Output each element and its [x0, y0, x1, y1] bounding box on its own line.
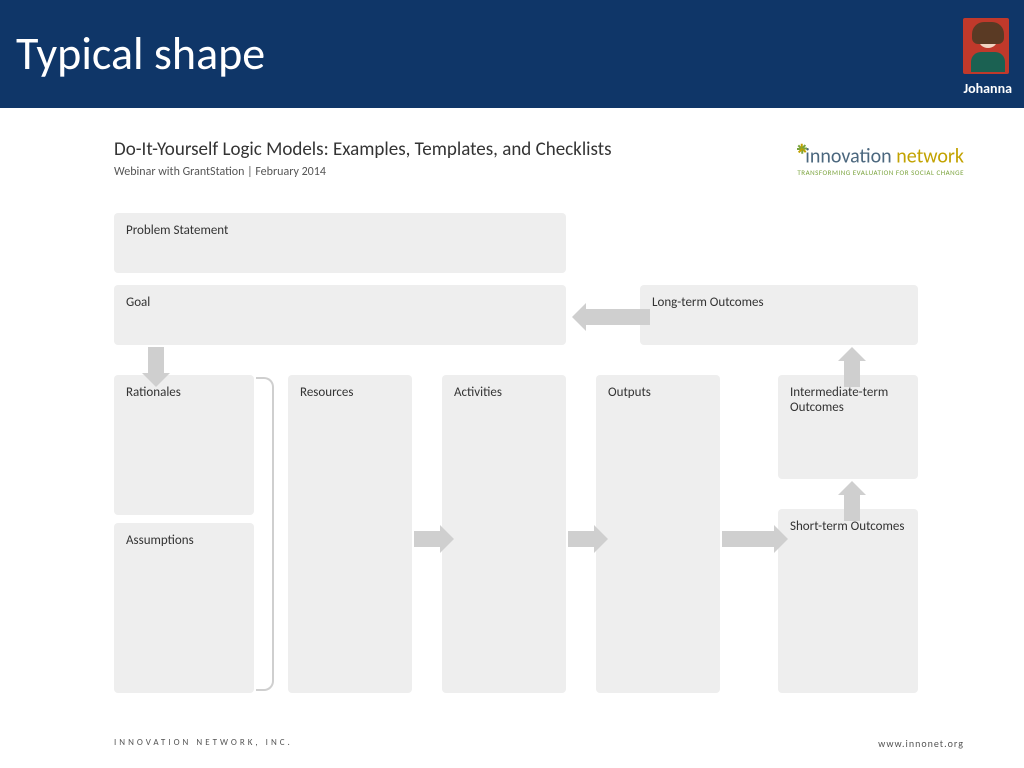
presenter-avatar [963, 18, 1009, 74]
org-logo-text: innovation network [793, 142, 964, 168]
box-longterm: Long-term Outcomes [640, 285, 918, 345]
box-goal: Goal [114, 285, 566, 345]
document-title-block: Do-It-Yourself Logic Models: Examples, T… [114, 138, 612, 179]
footer-left: INNOVATION NETWORK, INC. [114, 737, 293, 750]
document-subtitle: Webinar with GrantStation | February 201… [114, 165, 612, 179]
slide-body: Do-It-Yourself Logic Models: Examples, T… [0, 108, 1024, 733]
footer-right: www.innonet.org [878, 737, 964, 750]
logic-model-diagram: Problem Statement Goal Long-term Outcomes R… [114, 213, 964, 733]
org-logo: innovation network TRANSFORMING EVALUATI… [793, 138, 964, 177]
arrow-left-1 [572, 303, 650, 336]
spark-icon [793, 142, 807, 156]
box-resources: Resources [288, 375, 412, 693]
brace [256, 377, 274, 691]
arrow-down-0 [142, 347, 170, 392]
presenter-block: Johanna [963, 18, 1012, 97]
box-rationales: Rationales [114, 375, 254, 515]
box-activities: Activities [442, 375, 566, 693]
presenter-name: Johanna [963, 80, 1012, 97]
box-problem: Problem Statement [114, 213, 566, 273]
slide-title: Typical shape [16, 26, 265, 82]
slide-header: Typical shape Johanna [0, 0, 1024, 108]
org-logo-tagline: TRANSFORMING EVALUATION FOR SOCIAL CHANG… [793, 168, 964, 177]
arrow-right-2 [414, 525, 454, 558]
arrow-up-5 [838, 481, 866, 526]
document-header: Do-It-Yourself Logic Models: Examples, T… [114, 138, 964, 179]
slide-footer: INNOVATION NETWORK, INC. www.innonet.org [114, 737, 964, 750]
arrow-right-4 [722, 525, 788, 558]
box-outputs: Outputs [596, 375, 720, 693]
document-title: Do-It-Yourself Logic Models: Examples, T… [114, 138, 612, 161]
arrow-right-3 [568, 525, 608, 558]
box-assumptions: Assumptions [114, 523, 254, 693]
box-shortterm: Short-term Outcomes [778, 509, 918, 693]
arrow-up-6 [838, 347, 866, 392]
